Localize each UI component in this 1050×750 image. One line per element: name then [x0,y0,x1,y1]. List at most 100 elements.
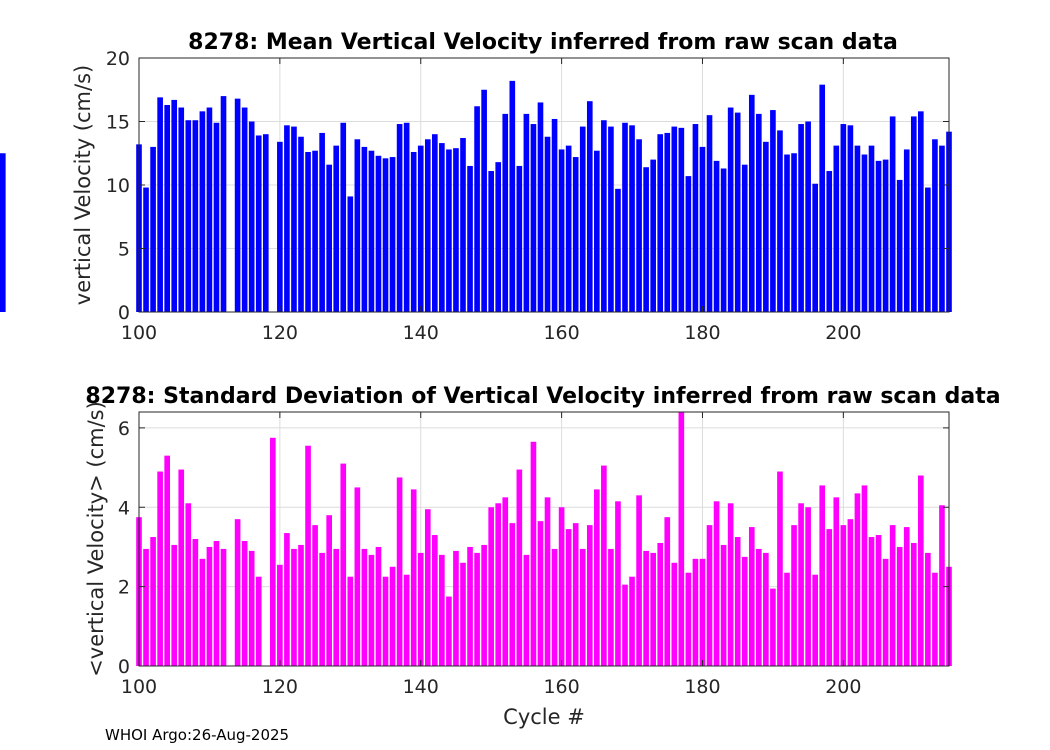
std-bar-cycle-147 [467,546,473,666]
mean-bar-cycle-134 [375,155,382,312]
mean-x-tick-label: 120 [262,322,298,344]
mean-bar-cycle-102 [150,146,156,312]
mean-x-tick-label: 160 [543,322,579,344]
std-bar-cycle-198 [826,529,833,666]
std-bar-cycle-185 [734,537,741,666]
std-bar-cycle-186 [741,556,748,666]
std-bar-cycle-169 [622,584,628,666]
mean-bar-cycle-131 [354,139,361,312]
mean-bar-cycle-193 [791,153,797,312]
std-bar-cycle-101 [143,548,149,666]
mean-bar-cycle-111 [213,122,220,313]
std-bar-cycle-124 [305,445,311,666]
mean-bar-cycle-182 [713,160,720,312]
mean-bar-cycle-135 [382,158,389,312]
mean-bar-cycle-152 [502,113,509,312]
mean-bar-cycle-161 [565,145,572,312]
std-x-tick-label: 180 [684,676,720,698]
mean-bar-cycle-137 [396,124,403,312]
std-plot-frame [138,411,950,667]
std-bar-cycle-195 [805,507,811,666]
mean-bar-cycle-149 [481,89,487,312]
mean-bar-cycle-158 [544,136,551,312]
std-bar-cycle-117 [255,576,262,666]
mean-bar-cycle-198 [826,171,833,312]
std-bar-cycle-187 [748,527,755,666]
std-bar-cycle-189 [763,552,769,666]
mean-bar-cycle-190 [770,110,776,312]
mean-bar-cycle-139 [410,151,417,312]
mean-bar-cycle-167 [608,126,614,312]
std-bar-cycle-148 [474,552,480,666]
std-bar-cycle-106 [178,469,185,666]
mean-bar-cycle-206 [882,159,889,312]
mean-y-tick-label: 10 [106,175,130,197]
std-bar-cycle-152 [502,497,509,666]
mean-x-tick-label: 100 [121,322,157,344]
mean-bar-cycle-214 [939,145,945,312]
std-bar-cycle-136 [389,566,396,666]
std-bar-cycle-119 [270,437,276,666]
mean-bar-cycle-120 [277,141,283,312]
mean-bar-cycle-104 [164,104,170,313]
mean-bar-cycle-147 [467,165,473,312]
std-bar-cycle-208 [896,546,903,666]
std-bar-cycle-107 [185,503,192,666]
std-y-tick-label: 4 [118,497,130,519]
mean-y-tick-label: 0 [118,302,130,324]
mean-bar-cycle-157 [537,102,544,312]
std-bar-cycle-163 [579,548,586,666]
mean-bar-cycle-181 [706,115,713,313]
std-bar-cycle-132 [361,548,368,666]
std-bar-cycle-174 [657,542,664,666]
mean-bar-cycle-155 [523,113,530,312]
mean-velocity-panel: 100 120 140 160 180 200 0 5 10 15 20 8278: Mean Ve… [0,30,952,344]
std-bar-cycle-212 [925,552,931,666]
std-bar-cycle-165 [594,489,600,666]
std-bar-cycle-177 [678,412,685,666]
mean-bar-cycle-140 [417,145,424,312]
mean-x-tick-label: 200 [825,322,861,344]
std-bar-cycle-131 [354,487,361,666]
std-y-tick-label: 2 [118,577,130,599]
mean-bar-cycle-165 [594,150,600,312]
std-bar-cycle-123 [298,544,304,666]
std-bar-cycle-171 [636,495,642,666]
std-bar-cycle-206 [882,558,889,666]
mean-bar-cycle-101 [143,187,149,312]
std-bar-cycle-199 [833,497,840,666]
std-bar-cycle-181 [706,525,713,666]
mean-bar-cycle-153 [509,80,516,312]
std-bar-cycle-137 [396,477,403,666]
std-bar-cycle-139 [410,489,417,666]
std-bar-cycle-103 [157,471,163,666]
std-bar-cycle-209 [903,527,910,666]
std-velocity-panel: 100 120 140 160 180 200 0 2 4 6 8278: Standard De… [84,384,1001,729]
std-bar-cycle-105 [171,544,178,666]
mean-bar-cycle-151 [495,162,502,312]
mean-bar-cycle-174 [657,134,664,312]
mean-bar-cycle-170 [629,125,635,312]
mean-bar-cycle-185 [734,112,741,312]
mean-bar-cycle-109 [199,111,206,312]
mean-bar-cycle-122 [291,126,297,312]
std-bar-cycle-114 [234,519,241,666]
mean-bar-cycle-177 [678,127,685,312]
std-bar-cycle-204 [868,537,875,666]
std-bar-cycle-149 [481,544,487,666]
std-chart-title: 8278: Standard Deviation of Vertical Vel… [85,384,1000,409]
std-bar-cycle-183 [720,544,727,666]
mean-bar-cycle-171 [636,139,642,312]
mean-bar-cycle-175 [664,132,671,312]
mean-x-tick-label: 140 [403,322,439,344]
std-bar-cycle-130 [347,576,354,666]
std-bar-cycle-154 [516,469,523,666]
mean-bar-cycle-121 [284,125,290,312]
mean-bar-cycle-201 [847,125,854,312]
std-x-tick-label: 100 [121,676,157,698]
std-bar-cycle-120 [277,564,283,666]
std-bar-cycle-159 [551,548,558,666]
std-y-axis-label: <vertical Velocity> (cm/s) [84,401,108,677]
mean-bar-cycle-199 [833,145,840,312]
mean-bar-cycle-129 [340,122,347,313]
